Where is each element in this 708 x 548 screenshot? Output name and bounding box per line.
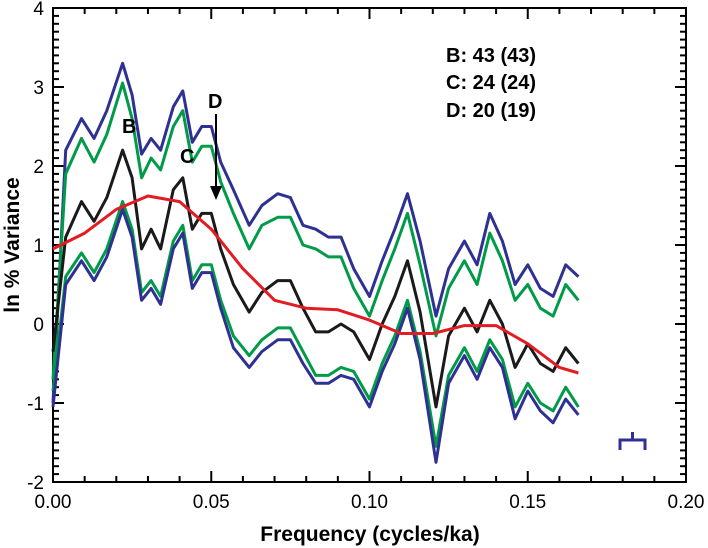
series-line-3	[51, 148, 580, 409]
y-tick-label: 0	[33, 315, 44, 336]
x-axis-title: Frequency (cycles/ka)	[260, 523, 479, 546]
series-line-1	[51, 61, 580, 404]
y-tick-label: 3	[33, 78, 44, 99]
legend-d: D: 20 (19)	[446, 100, 536, 122]
x-tick-label: 0.05	[193, 492, 230, 513]
y-axis-title: ln % Variance	[1, 177, 24, 312]
legend-c: C: 24 (24)	[446, 72, 536, 94]
series-line-5	[51, 207, 580, 464]
x-tick-label: 0.00	[35, 492, 72, 513]
x-tick-label: 0.15	[509, 492, 546, 513]
peak-d-arrowhead	[210, 186, 222, 200]
legend-b: B: 43 (43)	[446, 45, 536, 67]
peak-b-label: B	[122, 116, 136, 138]
y-tick-label: 1	[33, 236, 44, 257]
series-line-2	[51, 81, 580, 380]
y-tick-label: 4	[33, 0, 44, 20]
series-line-6	[52, 194, 579, 375]
plot-frame	[52, 7, 687, 483]
series-layer	[51, 61, 580, 464]
tick-labels: 0.00 0.05 0.10 0.15 0.20 -2 -1 0 1 2 3 4	[27, 0, 704, 513]
peak-d-label: D	[208, 91, 222, 113]
y-tick-label: -2	[27, 473, 44, 494]
y-tick-label: -1	[27, 394, 44, 415]
y-tick-label: 2	[33, 157, 44, 178]
bandwidth-marker-icon	[618, 432, 647, 450]
peak-c-label: C	[180, 146, 194, 168]
x-tick-label: 0.10	[351, 492, 388, 513]
x-tick-label: 0.20	[668, 492, 705, 513]
axis-ticks	[52, 7, 687, 483]
